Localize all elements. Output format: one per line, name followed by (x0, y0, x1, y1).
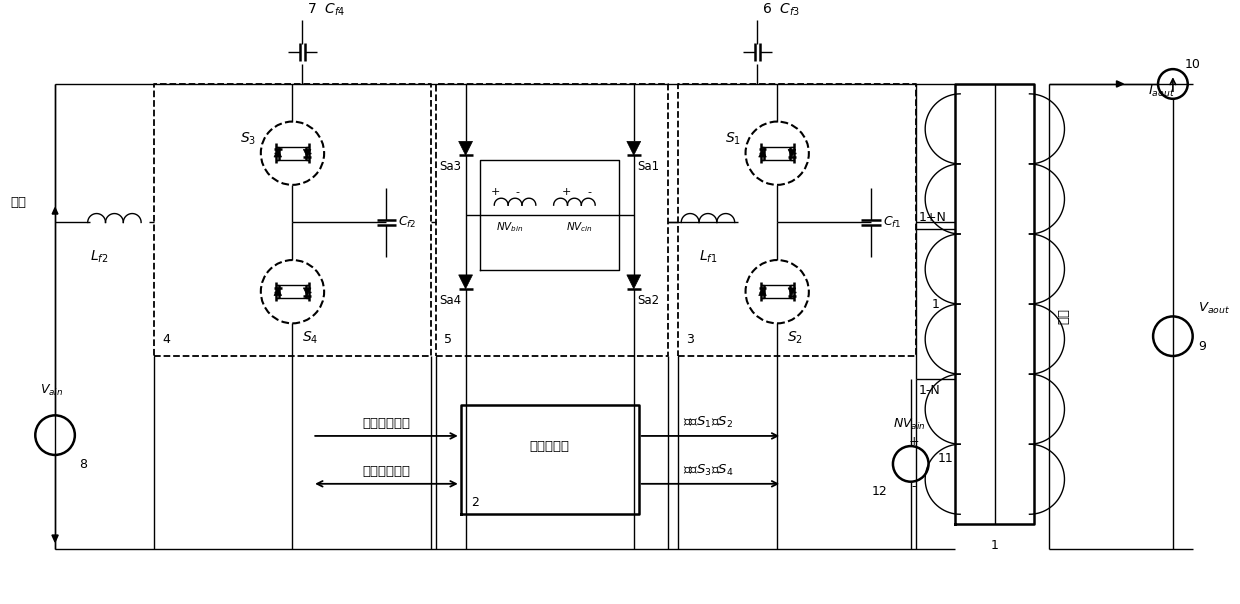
Text: $S_3$: $S_3$ (239, 130, 255, 147)
Text: 7  $C_{f4}$: 7 $C_{f4}$ (308, 2, 346, 18)
Text: 2: 2 (471, 496, 480, 509)
Polygon shape (52, 208, 58, 214)
Text: +: + (909, 435, 919, 448)
Text: +: + (562, 187, 572, 198)
Polygon shape (789, 149, 796, 157)
Text: $S_2$: $S_2$ (787, 330, 804, 346)
Polygon shape (627, 275, 641, 289)
Polygon shape (304, 149, 311, 157)
Text: 与上位机通讯: 与上位机通讯 (362, 465, 410, 478)
Text: $S_4$: $S_4$ (303, 330, 319, 346)
Text: 1: 1 (991, 539, 998, 552)
Text: 1: 1 (931, 298, 940, 310)
Text: -: - (911, 480, 916, 493)
Polygon shape (759, 149, 766, 157)
Polygon shape (304, 288, 311, 295)
Text: $S_1$: $S_1$ (724, 130, 740, 147)
Polygon shape (759, 288, 766, 295)
Text: $V_{ain}$: $V_{ain}$ (40, 383, 63, 398)
Text: 测量和控制: 测量和控制 (529, 440, 569, 454)
Polygon shape (1116, 81, 1123, 87)
Text: 1-N: 1-N (919, 384, 940, 397)
Text: $NV_{ain}$: $NV_{ain}$ (893, 417, 925, 432)
Text: 输入: 输入 (11, 196, 26, 209)
Polygon shape (627, 141, 641, 155)
Text: Sa2: Sa2 (637, 294, 660, 307)
Text: 9: 9 (1199, 339, 1207, 353)
Text: 控制$S_3$、$S_4$: 控制$S_3$、$S_4$ (683, 463, 733, 478)
Text: 12: 12 (872, 485, 887, 498)
Text: Sa4: Sa4 (439, 294, 461, 307)
Text: 控制$S_1$、$S_2$: 控制$S_1$、$S_2$ (683, 415, 733, 430)
Polygon shape (52, 535, 58, 542)
Text: $C_{f2}$: $C_{f2}$ (398, 215, 417, 230)
Text: 4: 4 (162, 333, 170, 346)
Text: Sa3: Sa3 (440, 160, 461, 173)
Polygon shape (459, 275, 472, 289)
Polygon shape (789, 288, 796, 295)
Text: 8: 8 (79, 458, 87, 471)
Text: 3: 3 (686, 333, 694, 346)
Text: 1+N: 1+N (919, 211, 946, 224)
Text: $L_{f1}$: $L_{f1}$ (699, 249, 717, 265)
Text: 10: 10 (1184, 57, 1200, 71)
Text: $L_{f2}$: $L_{f2}$ (91, 249, 109, 265)
Text: 输出: 输出 (1058, 309, 1070, 324)
Text: $NV_{bin}$: $NV_{bin}$ (496, 220, 525, 234)
Text: -: - (588, 187, 591, 198)
Text: 6  $C_{f3}$: 6 $C_{f3}$ (763, 2, 801, 18)
Polygon shape (274, 149, 281, 157)
Text: 5: 5 (444, 333, 451, 346)
Polygon shape (274, 288, 281, 295)
Text: $C_{f1}$: $C_{f1}$ (883, 215, 901, 230)
Text: $NV_{cin}$: $NV_{cin}$ (565, 220, 593, 234)
Text: $V_{aout}$: $V_{aout}$ (1198, 301, 1230, 316)
Polygon shape (459, 141, 472, 155)
Text: -: - (515, 187, 520, 198)
Text: 11: 11 (937, 452, 954, 466)
Text: 电压电流测量: 电压电流测量 (362, 417, 410, 430)
Text: $I_{aout}$: $I_{aout}$ (1148, 85, 1176, 100)
Text: +: + (491, 187, 500, 198)
Text: Sa1: Sa1 (637, 160, 660, 173)
